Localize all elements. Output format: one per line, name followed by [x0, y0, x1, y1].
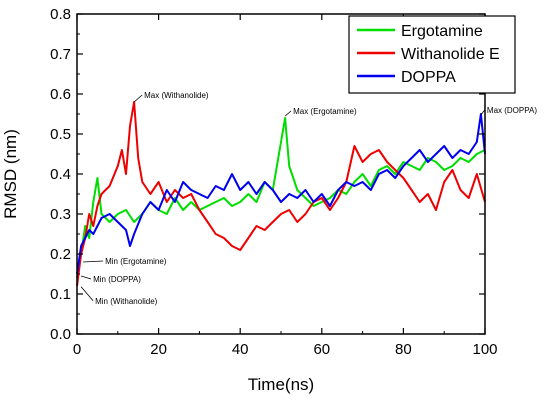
series-line-withanolide-e [76, 101, 486, 287]
x-tick-label: 20 [150, 341, 167, 358]
y-tick-label: 0.1 [50, 286, 71, 303]
annotation-leader [133, 94, 143, 103]
annotation-leader [80, 286, 94, 302]
annotation-label: Min (DOPPA) [93, 275, 141, 284]
legend: Ergotamine Withanolide E DOPPA [348, 15, 516, 94]
y-tick-label: 0.3 [50, 206, 71, 223]
annotation-label: Min (Ergotamine) [105, 257, 167, 266]
x-tick-label: 0 [73, 341, 81, 358]
annotation-label: Max (DOPPA) [487, 106, 537, 115]
series-layer [76, 101, 486, 287]
legend-label: DOPPA [401, 69, 456, 86]
series-line-doppa [76, 113, 486, 275]
y-tick-label: 0.7 [50, 46, 71, 63]
annotation-label: Max (Ergotamine) [293, 107, 357, 116]
legend-label: Withanolide E [401, 46, 500, 63]
x-tick-label: 60 [313, 341, 330, 358]
x-axis-title: Time(ns) [248, 375, 314, 394]
legend-label: Ergotamine [401, 23, 483, 40]
y-tick-label: 0.5 [50, 126, 71, 143]
y-tick-label: 0.2 [50, 246, 71, 263]
y-tick-label: 0.8 [50, 6, 71, 23]
y-tick-label: 0.4 [50, 166, 71, 183]
x-tick-label: 40 [232, 341, 249, 358]
annotation-leader [80, 275, 92, 280]
annotation-leader [480, 109, 486, 116]
annotation-layer: Max (Withanolide) Max (Ergotamine) Max (DO… [80, 91, 537, 306]
x-tick-label: 80 [395, 341, 412, 358]
annotation-leader [284, 110, 292, 117]
y-axis-title: RMSD (nm) [1, 129, 20, 219]
annotation-label: Min (Withanolide) [95, 297, 158, 306]
annotation-label: Max (Withanolide) [144, 91, 209, 100]
x-tick-label: 100 [472, 341, 497, 358]
annotation-leader [83, 260, 104, 263]
y-tick-label: 0.6 [50, 86, 71, 103]
y-tick-label: 0.0 [50, 326, 71, 343]
